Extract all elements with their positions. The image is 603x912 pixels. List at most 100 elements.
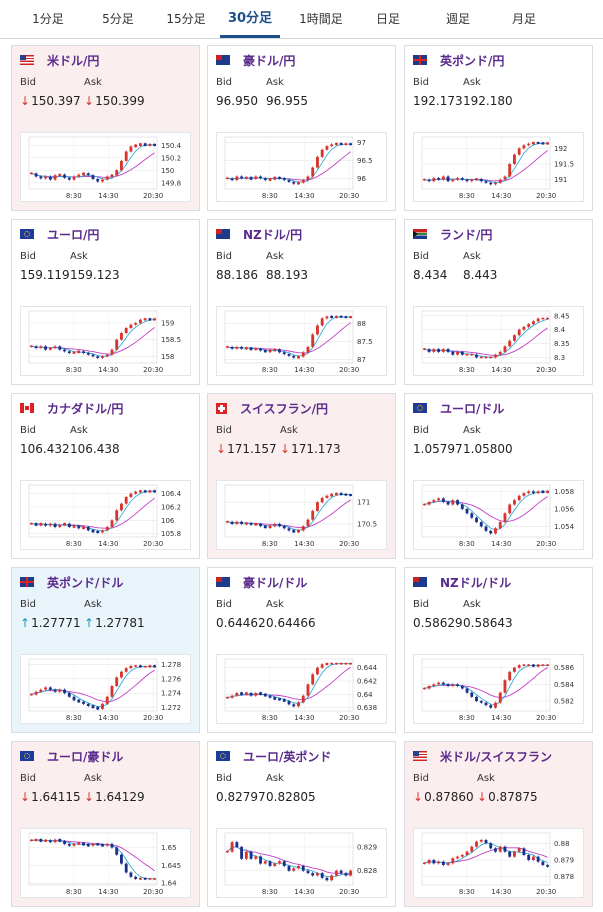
pair-title[interactable]: スイスフラン/円 <box>216 400 328 416</box>
mini-chart[interactable]: 0.829 0.828 8:30 14:30 20:30 <box>216 828 387 898</box>
pair-name[interactable]: カナダドル/円 <box>47 401 124 416</box>
moving-average-line <box>31 669 155 703</box>
mini-chart[interactable]: 150.4 150.2 150 149.8 8:30 14:30 20:30 <box>20 132 191 202</box>
mini-chart[interactable]: 88 87.5 87 8:30 14:30 20:30 <box>216 306 387 376</box>
rate-card[interactable]: ランド/円 Bid Ask 8.434 8.443 8.45 8.4 8.35 8.3… <box>404 219 593 385</box>
pair-name[interactable]: ランド/円 <box>440 227 493 242</box>
bid-label: Bid <box>413 599 429 610</box>
pair-title[interactable]: 豪ドル/ドル <box>216 574 307 590</box>
pair-title[interactable]: ランド/円 <box>413 226 492 242</box>
mini-chart[interactable]: 171 170.5 8:30 14:30 20:30 <box>216 480 387 550</box>
y-tick-label: 106 <box>161 517 175 525</box>
pair-name[interactable]: ユーロ/ドル <box>440 401 505 416</box>
candle <box>105 354 109 357</box>
candle <box>422 687 426 690</box>
pair-name[interactable]: ユーロ/円 <box>47 227 100 242</box>
pair-title[interactable]: 豪ドル/円 <box>216 52 295 68</box>
pair-title[interactable]: 米ドル/スイスフラン <box>413 748 552 764</box>
candle <box>249 693 253 696</box>
pair-title[interactable]: NZドル/ドル <box>413 574 511 590</box>
rate-card[interactable]: カナダドル/円 Bid Ask 106.432 106.438 106.4 106… <box>11 393 200 559</box>
pair-name[interactable]: 米ドル/円 <box>47 53 100 68</box>
candle <box>230 346 234 349</box>
tab-4[interactable]: 1時間足 <box>299 12 343 26</box>
tab-0[interactable]: 1分足 <box>32 12 64 26</box>
rate-card[interactable]: 英ポンド/円 Bid Ask 192.173 192.180 192 191.5 1… <box>404 45 593 211</box>
moving-average-line <box>31 152 155 178</box>
pair-name[interactable]: ユーロ/英ポンド <box>243 749 332 764</box>
mini-chart[interactable]: 8.45 8.4 8.35 8.3 8:30 14:30 20:30 <box>413 306 584 376</box>
rate-card[interactable]: スイスフラン/円 Bid Ask ↓171.157 ↓171.173 171 17… <box>207 393 396 559</box>
mini-chart[interactable]: 159 158.5 158 8:30 14:30 20:30 <box>20 306 191 376</box>
candle <box>58 346 62 350</box>
nz-flag-icon <box>413 577 427 587</box>
rate-card[interactable]: ユーロ/円 Bid Ask 159.119 159.123 159 158.5 15… <box>11 219 200 385</box>
bid-value: 0.58629 <box>413 616 463 630</box>
pair-name[interactable]: 米ドル/スイスフラン <box>440 749 553 764</box>
rate-card[interactable]: ユーロ/英ポンド Bid Ask 0.82797 0.82805 0.829 0.… <box>207 741 396 907</box>
bid-label: Bid <box>216 251 232 262</box>
pair-title[interactable]: 英ポンド/ドル <box>20 574 123 590</box>
candle <box>72 176 76 180</box>
mini-chart[interactable]: 97 96.5 96 8:30 14:30 20:30 <box>216 132 387 202</box>
pair-title[interactable]: カナダドル/円 <box>20 400 123 416</box>
tab-5[interactable]: 日足 <box>375 12 400 26</box>
pair-title[interactable]: ユーロ/英ポンド <box>216 748 331 764</box>
candle <box>513 154 516 164</box>
candle <box>268 525 272 529</box>
pair-title[interactable]: 米ドル/円 <box>20 52 99 68</box>
mini-chart[interactable]: 106.4 106.2 106 105.8 8:30 14:30 20:30 <box>20 480 191 550</box>
rate-card[interactable]: ユーロ/ドル Bid Ask 1.05797 1.05800 1.058 1.05… <box>404 393 593 559</box>
pair-name[interactable]: ユーロ/豪ドル <box>47 749 124 764</box>
rate-card[interactable]: 英ポンド/ドル Bid Ask ↑1.27771 ↑1.27781 1.278 1… <box>11 567 200 733</box>
rate-card[interactable]: NZドル/ドル Bid Ask 0.58629 0.58643 0.586 0.5… <box>404 567 593 733</box>
rate-card[interactable]: 米ドル/円 Bid Ask ↓150.397 ↓150.399 150.4 150… <box>11 45 200 211</box>
y-tick-label: 150.2 <box>161 154 181 162</box>
mini-chart[interactable]: 1.278 1.276 1.274 1.272 8:30 14:30 20:30 <box>20 654 191 724</box>
up-arrow-icon: ↑ <box>20 616 31 630</box>
candle <box>522 664 526 666</box>
pair-title[interactable]: ユーロ/豪ドル <box>20 748 123 764</box>
candle <box>479 701 483 703</box>
pair-name[interactable]: 豪ドル/ドル <box>243 575 308 590</box>
pair-title[interactable]: NZドル/円 <box>216 226 302 242</box>
tab-1[interactable]: 5分足 <box>102 12 134 26</box>
mini-chart[interactable]: 1.058 1.056 1.054 8:30 14:30 20:30 <box>413 480 584 550</box>
gb-flag-icon <box>20 577 34 587</box>
rate-card[interactable]: 米ドル/スイスフラン Bid Ask ↓0.87860 ↓0.87875 0.8… <box>404 741 593 907</box>
pair-title[interactable]: 英ポンド/円 <box>413 52 504 68</box>
tab-7[interactable]: 月足 <box>511 12 536 26</box>
x-tick-label: 14:30 <box>98 366 118 374</box>
pair-name[interactable]: NZドル/ドル <box>440 575 512 590</box>
pair-name[interactable]: 英ポンド/ドル <box>47 575 124 590</box>
candle <box>148 318 152 321</box>
mini-chart[interactable]: 0.586 0.584 0.582 8:30 14:30 20:30 <box>413 654 584 724</box>
candle <box>432 500 436 502</box>
mini-chart[interactable]: 1.65 1.645 1.64 8:30 14:30 20:30 <box>20 828 191 898</box>
candle <box>235 176 239 181</box>
candle <box>86 173 90 176</box>
tab-2[interactable]: 15分足 <box>166 12 206 26</box>
mini-chart[interactable]: 192 191.5 191 8:30 14:30 20:30 <box>413 132 584 202</box>
rate-card[interactable]: 豪ドル/円 Bid Ask 96.950 96.955 97 96.5 96 8:30… <box>207 45 396 211</box>
pair-name[interactable]: スイスフラン/円 <box>240 401 329 416</box>
pair-name[interactable]: 英ポンド/円 <box>440 53 505 68</box>
mini-chart[interactable]: 0.88 0.879 0.878 8:30 14:30 20:30 <box>413 828 584 898</box>
tab-3[interactable]: 30分足 <box>220 0 280 38</box>
candle <box>531 491 535 494</box>
pair-name[interactable]: 豪ドル/円 <box>243 53 296 68</box>
candle <box>494 354 497 358</box>
pair-title[interactable]: ユーロ/円 <box>20 226 99 242</box>
rate-card[interactable]: ユーロ/豪ドル Bid Ask ↓1.64115 ↓1.64129 1.65 1.… <box>11 741 200 907</box>
x-tick-label: 14:30 <box>294 714 314 722</box>
y-tick-label: 192 <box>554 145 567 153</box>
mini-chart[interactable]: 0.644 0.642 0.64 0.638 8:30 14:30 20:30 <box>216 654 387 724</box>
candle <box>29 172 33 175</box>
candle <box>541 490 545 494</box>
candle <box>441 498 445 502</box>
pair-title[interactable]: ユーロ/ドル <box>413 400 504 416</box>
rate-card[interactable]: 豪ドル/ドル Bid Ask 0.64462 0.64466 0.644 0.64… <box>207 567 396 733</box>
tab-6[interactable]: 週足 <box>445 12 470 26</box>
pair-name[interactable]: NZドル/円 <box>243 227 303 242</box>
rate-card[interactable]: NZドル/円 Bid Ask 88.186 88.193 88 87.5 87 8:3… <box>207 219 396 385</box>
